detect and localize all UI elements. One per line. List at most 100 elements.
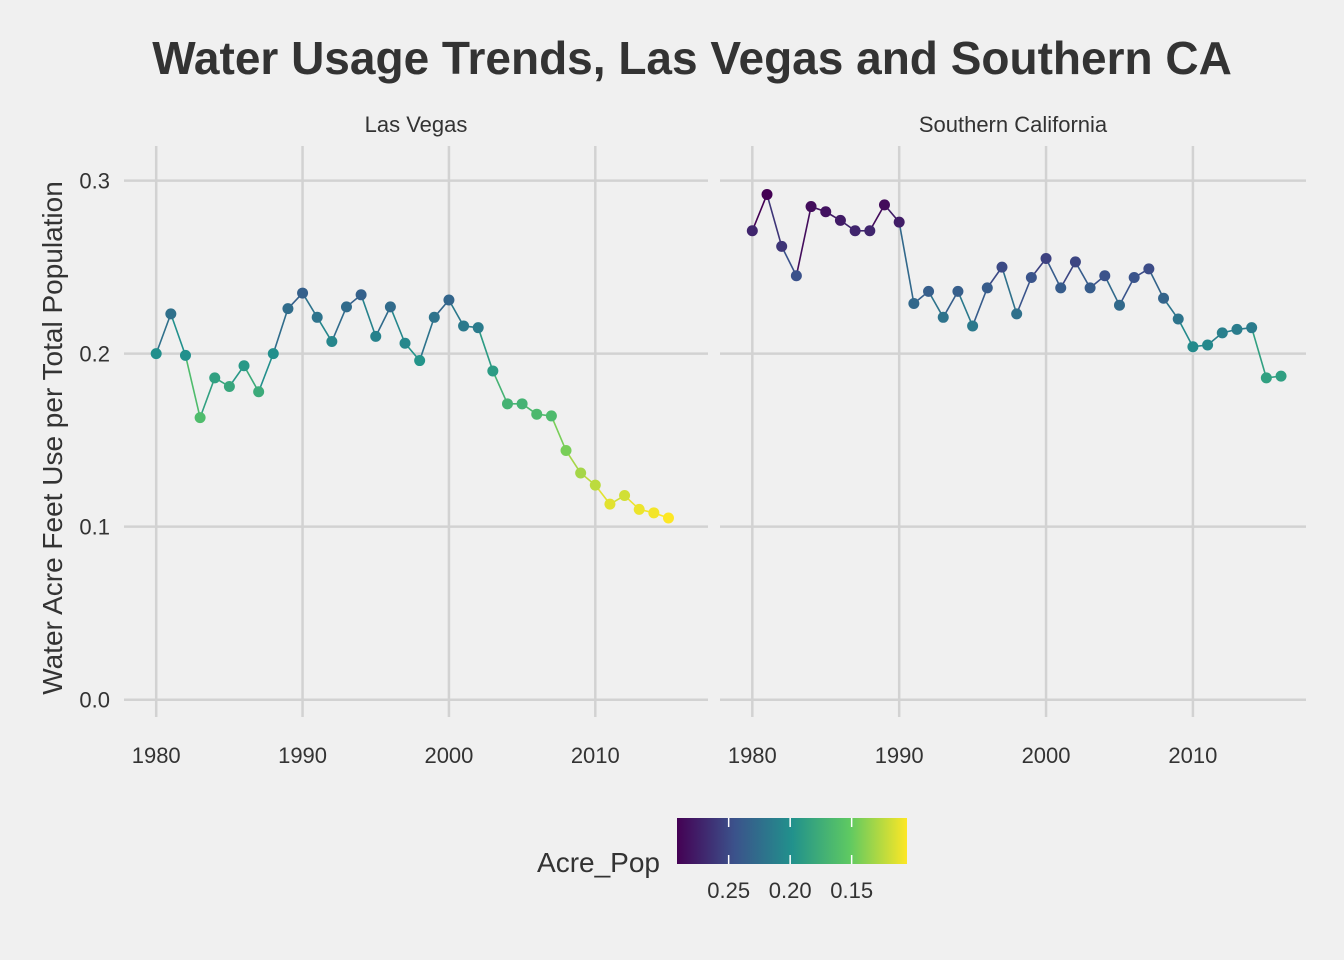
data-point <box>311 311 323 323</box>
series-line-segment <box>170 313 187 356</box>
y-tick-label: 0.2 <box>79 342 110 367</box>
data-point <box>575 467 587 479</box>
data-point <box>1143 263 1155 275</box>
data-point <box>1187 341 1199 353</box>
facet-panels: Las Vegas 1980 1990 2000 2010 0.0 0.1 0.2 0.3 Sou… <box>79 112 1306 768</box>
data-point <box>1040 252 1052 264</box>
x-tick-label: 1980 <box>132 743 181 768</box>
data-point <box>967 320 979 332</box>
y-tick-label: 0.1 <box>79 515 110 540</box>
x-tick-label: 2000 <box>424 743 473 768</box>
series-line-segment <box>957 291 974 327</box>
chart-title: Water Usage Trends, Las Vegas and Southe… <box>152 32 1232 84</box>
series-line-segment <box>272 308 289 354</box>
data-point <box>761 188 773 200</box>
colorbar-tick-label: 0.15 <box>830 878 873 903</box>
data-point <box>1055 282 1067 294</box>
data-point <box>414 355 426 367</box>
data-point <box>937 311 949 323</box>
y-tick-label: 0.3 <box>79 169 110 194</box>
data-point <box>443 294 455 306</box>
data-point <box>952 285 964 297</box>
facet-label: Southern California <box>919 112 1108 137</box>
data-point <box>1216 327 1228 339</box>
data-point <box>1172 313 1184 325</box>
data-point <box>746 225 758 237</box>
data-point <box>179 349 191 361</box>
series-line-segment <box>550 415 567 451</box>
data-point <box>849 225 861 237</box>
data-point <box>428 311 440 323</box>
data-point <box>282 303 294 315</box>
data-point <box>996 261 1008 273</box>
data-point <box>1084 282 1096 294</box>
colorbar <box>677 818 907 864</box>
x-tick-label: 1980 <box>728 743 777 768</box>
data-point <box>1025 272 1037 284</box>
data-point <box>648 507 660 519</box>
series-line-segment <box>795 206 812 276</box>
series-line-segment <box>971 287 989 327</box>
y-tick-label: 0.0 <box>79 688 110 713</box>
data-point <box>458 320 470 332</box>
data-point <box>1158 292 1170 304</box>
data-point <box>776 240 788 252</box>
color-legend: Acre_Pop 0.25 0.20 0.15 <box>537 818 907 903</box>
x-tick-label: 1990 <box>875 743 924 768</box>
data-point <box>834 214 846 226</box>
series-line-segment <box>155 313 172 354</box>
data-point <box>805 201 817 213</box>
data-point <box>516 398 528 410</box>
data-point <box>194 412 206 424</box>
series-line-segment <box>1015 277 1033 315</box>
data-point <box>1260 372 1272 384</box>
x-tick-label: 2000 <box>1022 743 1071 768</box>
series-line-segment <box>492 370 509 405</box>
series-line-segment <box>1250 327 1268 379</box>
panel-1: Southern California 1980 1990 2000 2010 <box>720 112 1306 768</box>
data-point <box>165 308 177 320</box>
data-point <box>981 282 993 294</box>
series-line-segment <box>766 194 783 247</box>
data-point <box>864 225 876 237</box>
legend-title: Acre_Pop <box>537 847 660 878</box>
series-line-segment <box>184 355 201 418</box>
data-point <box>790 270 802 282</box>
data-point <box>1246 322 1258 334</box>
data-point <box>893 216 905 228</box>
data-point <box>399 337 411 349</box>
facet-label: Las Vegas <box>365 112 468 137</box>
x-tick-label: 1990 <box>278 743 327 768</box>
data-point <box>531 408 543 420</box>
series-line-segment <box>477 327 494 372</box>
data-point <box>908 297 920 309</box>
colorbar-tick-label: 0.20 <box>769 878 812 903</box>
data-point <box>238 360 250 372</box>
data-point <box>1128 272 1140 284</box>
data-point <box>820 206 832 218</box>
data-point <box>340 301 352 313</box>
series-line-segment <box>331 306 348 342</box>
series-line-segment <box>751 194 768 232</box>
panel-0: Las Vegas 1980 1990 2000 2010 0.0 0.1 0.2 0.3 <box>79 112 708 768</box>
y-axis-label: Water Acre Feet Use per Total Population <box>37 181 68 695</box>
x-tick-label: 2010 <box>571 743 620 768</box>
data-point <box>355 289 367 301</box>
series-line-segment <box>418 317 436 361</box>
data-point <box>267 348 279 360</box>
data-point <box>1099 270 1111 282</box>
data-point <box>662 512 674 524</box>
data-point <box>545 410 557 422</box>
data-point <box>1011 308 1023 320</box>
data-point <box>487 365 499 377</box>
series-line-segment <box>1001 266 1018 315</box>
data-point <box>223 381 235 393</box>
data-point <box>560 445 572 457</box>
data-point <box>384 301 396 313</box>
data-point <box>633 503 645 515</box>
series-line-segment <box>898 221 915 304</box>
series-line-segment <box>389 306 406 344</box>
x-tick-label: 2010 <box>1168 743 1217 768</box>
data-point <box>1231 323 1243 335</box>
